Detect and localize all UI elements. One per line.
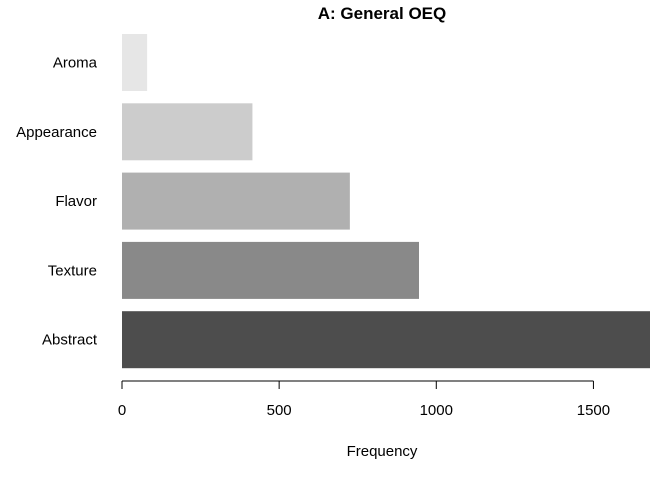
x-axis-label: Frequency	[347, 443, 418, 460]
bars-group	[122, 34, 650, 369]
bar-aroma	[122, 34, 148, 91]
category-label-flavor: Flavor	[55, 193, 97, 210]
x-tick-label-0: 0	[118, 402, 126, 419]
category-label-abstract: Abstract	[42, 332, 98, 349]
bar-texture	[122, 241, 419, 299]
x-axis: 0 500 1000 1500	[118, 380, 610, 419]
category-label-appearance: Appearance	[16, 124, 97, 141]
chart-title: A: General OEQ	[318, 4, 446, 23]
x-tick-label-1500: 1500	[577, 402, 610, 419]
bar-abstract	[122, 311, 650, 369]
x-tick-label-500: 500	[267, 402, 292, 419]
x-tick-label-1000: 1000	[420, 402, 453, 419]
bar-appearance	[122, 103, 253, 161]
category-labels: Aroma Appearance Flavor Texture Abstract	[16, 55, 98, 349]
category-label-texture: Texture	[48, 262, 97, 279]
bar-flavor	[122, 172, 350, 230]
category-label-aroma: Aroma	[53, 55, 98, 72]
